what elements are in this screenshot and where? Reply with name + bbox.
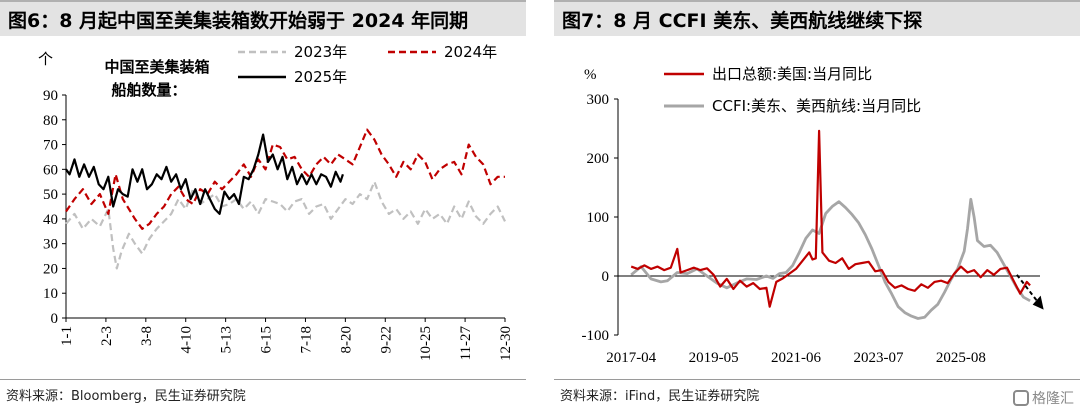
right-y-tick-label: 200 bbox=[587, 151, 610, 167]
left-y-tick-label: 60 bbox=[43, 162, 58, 178]
left-legend-label: 2023年 bbox=[294, 43, 347, 61]
left-y-tick-label: 80 bbox=[43, 113, 58, 129]
left-x-tick-label: 4-10 bbox=[179, 326, 195, 354]
left-y-tick-label: 30 bbox=[43, 237, 58, 253]
left-x-tick-label: 8-20 bbox=[338, 326, 354, 354]
left-chart-panel: 图6：8 月起中国至美集装箱数开始弱于 2024 年同期 0 10 20 30 40 50… bbox=[0, 0, 526, 417]
left-y-tick-label: 70 bbox=[43, 138, 58, 154]
left-x-tick-label: 12-30 bbox=[498, 326, 514, 361]
right-x-tick-label: 2019-05 bbox=[689, 350, 739, 366]
right-series-line-ccfi bbox=[630, 197, 1031, 320]
right-legend-label: 出口总额:美国:当月同比 bbox=[712, 65, 872, 83]
watermark: 格隆汇 bbox=[1013, 388, 1074, 408]
left-x-tick-label: 3-8 bbox=[139, 326, 155, 346]
left-x-tick-label: 10-25 bbox=[418, 326, 434, 361]
left-x-tick-label: 5-13 bbox=[219, 326, 235, 354]
left-y-tick-label: 0 bbox=[51, 311, 59, 327]
right-trend-arrow-line bbox=[1016, 274, 1039, 303]
left-legend-label: 2024年 bbox=[444, 43, 497, 61]
right-chart-panel: 图7：8 月 CCFI 美东、美西航线继续下探 -100 0 100 200 300 20… bbox=[554, 0, 1080, 417]
left-x-tick-label: 7-18 bbox=[298, 326, 314, 354]
watermark-text: 格隆汇 bbox=[1032, 391, 1074, 407]
right-x-tick-label: 2017-04 bbox=[606, 350, 656, 366]
right-x-tick-label: 2021-06 bbox=[771, 350, 821, 366]
right-x-tick-label: 2023-07 bbox=[853, 350, 903, 366]
right-y-tick-label: 300 bbox=[587, 92, 610, 108]
left-source-divider bbox=[0, 379, 526, 380]
right-chart-svg: -100 0 100 200 300 2017-04 2019-05 2021-06 2023-… bbox=[582, 65, 1044, 366]
left-y-tick-label: 40 bbox=[43, 212, 58, 228]
right-legend-label: CCFI:美东、美西航线:当月同比 bbox=[712, 97, 921, 115]
right-series-line-export bbox=[630, 129, 1031, 308]
left-annotation-line2: 船舶数量： bbox=[111, 81, 186, 99]
left-x-tick-label: 9-22 bbox=[378, 326, 394, 354]
left-chart-svg: 0 10 20 30 40 50 60 70 80 90 1-1 2-3 3-8 4-10 5-13 6-15… bbox=[38, 43, 514, 361]
left-series-line-2024年 bbox=[65, 128, 505, 230]
right-y-tick-label: -100 bbox=[582, 328, 610, 344]
left-series-line-2025年 bbox=[65, 133, 344, 215]
right-title-bar: 图7：8 月 CCFI 美东、美西航线继续下探 bbox=[554, 0, 1080, 36]
left-unit-label: 个 bbox=[38, 50, 53, 68]
left-title-bar: 图6：8 月起中国至美集装箱数开始弱于 2024 年同期 bbox=[0, 0, 526, 36]
left-y-tick-label: 50 bbox=[43, 187, 58, 203]
left-legend-label: 2025年 bbox=[294, 68, 347, 86]
watermark-logo-icon bbox=[1013, 390, 1029, 406]
left-source-note: 资料来源：Bloomberg，民生证券研究院 bbox=[6, 389, 246, 404]
right-source-note: 资料来源：iFind，民生证券研究院 bbox=[560, 389, 760, 404]
left-y-tick-label: 90 bbox=[43, 88, 58, 104]
left-y-tick-label: 20 bbox=[43, 261, 58, 277]
left-x-tick-label: 1-1 bbox=[59, 326, 75, 346]
left-x-tick-label: 6-15 bbox=[259, 326, 275, 354]
left-series-line-2023年 bbox=[65, 180, 506, 270]
left-x-tick-label: 2-3 bbox=[99, 326, 115, 346]
left-y-tick-label: 10 bbox=[43, 286, 58, 302]
right-trend-arrow-head bbox=[1032, 295, 1044, 310]
right-unit-label: % bbox=[584, 67, 597, 83]
right-source-divider bbox=[554, 379, 1080, 380]
right-x-tick-label: 2025-08 bbox=[936, 350, 986, 366]
left-chart-title: 图6：8 月起中国至美集装箱数开始弱于 2024 年同期 bbox=[8, 10, 469, 32]
left-annotation-line1: 中国至美集装箱 bbox=[104, 58, 209, 76]
left-x-tick-label: 11-27 bbox=[458, 326, 474, 361]
right-chart-title: 图7：8 月 CCFI 美东、美西航线继续下探 bbox=[562, 10, 923, 32]
right-y-tick-label: 100 bbox=[587, 210, 610, 226]
right-y-tick-label: 0 bbox=[602, 269, 610, 285]
